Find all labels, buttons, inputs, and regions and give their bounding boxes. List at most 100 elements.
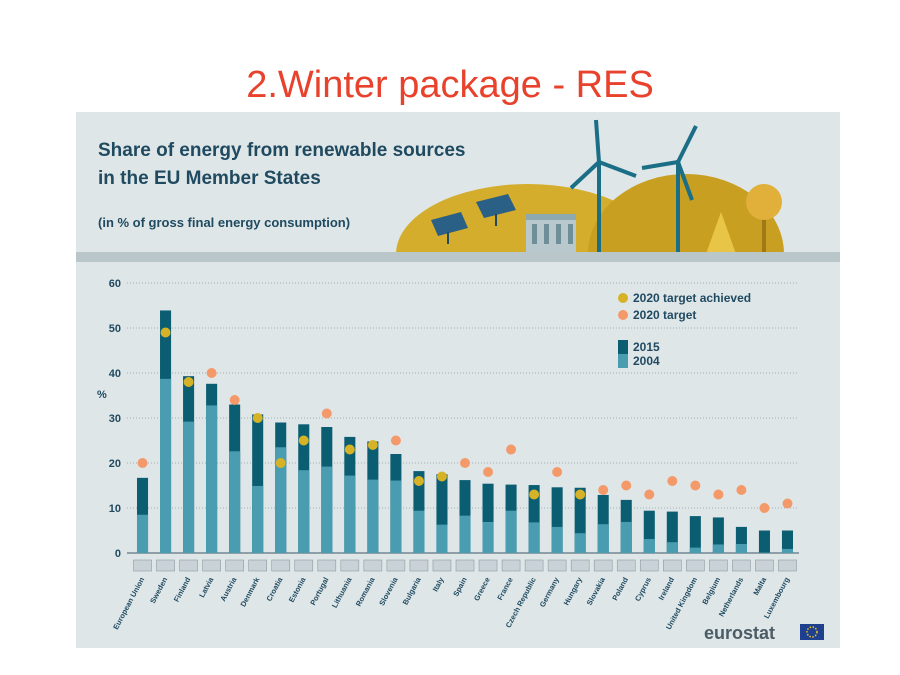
infographic-panel: Share of energy from renewable sources i… bbox=[76, 112, 840, 648]
legend-achieved-label: 2020 target achieved bbox=[633, 291, 751, 305]
bar-2015 bbox=[597, 494, 609, 553]
country-flag-icon bbox=[709, 559, 728, 572]
bar-2015 bbox=[781, 530, 794, 553]
infographic-subtitle: (in % of gross final energy consumption) bbox=[98, 215, 350, 230]
country-flag-icon bbox=[271, 559, 291, 572]
bar-2004 bbox=[643, 539, 655, 553]
bar-2004 bbox=[390, 480, 402, 553]
bar-2004 bbox=[367, 479, 379, 553]
infographic-title-line1: Share of energy from renewable sources bbox=[98, 140, 465, 161]
target-achieved-dot bbox=[367, 440, 378, 450]
ground-band bbox=[76, 252, 840, 262]
bar-2015 bbox=[735, 526, 747, 553]
solar-panel-icon bbox=[476, 194, 516, 226]
wind-turbine-icon bbox=[641, 125, 698, 254]
country-flag-icon bbox=[202, 559, 221, 572]
country-flag-icon bbox=[639, 559, 659, 572]
bar-2004 bbox=[482, 521, 494, 553]
target-dot bbox=[644, 489, 655, 500]
bar-2004 bbox=[413, 510, 425, 553]
bar-2004 bbox=[712, 544, 724, 553]
targets-layer bbox=[137, 327, 793, 513]
bar-2015 bbox=[252, 414, 264, 553]
bar-2015 bbox=[436, 474, 448, 553]
country-flag-icon bbox=[294, 559, 314, 572]
bar-2004 bbox=[574, 533, 586, 553]
legend-2004-label: 2004 bbox=[633, 354, 660, 368]
bar-2015 bbox=[689, 516, 701, 553]
chart-background bbox=[76, 262, 840, 648]
bar-2004 bbox=[551, 526, 563, 553]
target-dot bbox=[736, 485, 747, 495]
tree-icon bbox=[706, 212, 736, 254]
eurostat-logo: eurostat bbox=[704, 623, 824, 643]
target-dot bbox=[229, 395, 240, 405]
bar-2004 bbox=[459, 515, 471, 553]
y-axis-label: % bbox=[97, 389, 107, 401]
target-achieved-dot bbox=[575, 489, 586, 500]
target-dot bbox=[759, 503, 770, 513]
country-flag-icon bbox=[225, 559, 244, 572]
country-flag-icon bbox=[386, 559, 406, 572]
country-flag-icon bbox=[732, 559, 751, 572]
country-flag-icon bbox=[570, 559, 590, 572]
hydro-dam-icon bbox=[526, 214, 576, 254]
country-flag-icon bbox=[409, 559, 429, 572]
legend: 2020 target achieved 2020 target 2015 20… bbox=[618, 291, 751, 368]
bar-2004 bbox=[528, 522, 540, 553]
target-achieved-dot bbox=[183, 377, 194, 387]
target-dot bbox=[713, 489, 724, 500]
legend-target-label: 2020 target bbox=[633, 308, 696, 322]
target-achieved-dot bbox=[436, 471, 447, 482]
bars-layer bbox=[136, 310, 794, 553]
bar-2004 bbox=[229, 451, 241, 553]
legend-2004-swatch bbox=[618, 354, 628, 368]
country-flag-icon bbox=[133, 559, 152, 572]
country-flag-icon bbox=[547, 559, 567, 572]
bar-2004 bbox=[597, 524, 609, 553]
target-dot bbox=[506, 444, 517, 455]
eurostat-wordmark: eurostat bbox=[704, 623, 775, 643]
solar-panel-icon bbox=[431, 212, 468, 244]
country-flag-icon bbox=[317, 559, 337, 572]
bar-2004 bbox=[781, 548, 794, 553]
y-tick-label: 0 bbox=[115, 548, 121, 560]
bar-2004 bbox=[666, 542, 678, 553]
bar-2004 bbox=[321, 466, 333, 553]
target-achieved-dot bbox=[344, 444, 355, 455]
legend-achieved-marker bbox=[618, 293, 628, 303]
target-dot bbox=[321, 408, 332, 419]
legend-2015-swatch bbox=[618, 340, 628, 354]
bar-2015 bbox=[758, 530, 770, 553]
bar-2004 bbox=[505, 510, 517, 553]
target-dot bbox=[690, 480, 701, 491]
target-achieved-dot bbox=[529, 489, 540, 500]
bar-2004 bbox=[436, 524, 448, 553]
target-dot bbox=[667, 476, 678, 486]
bar-2004 bbox=[136, 514, 149, 553]
bar-2015 bbox=[643, 510, 655, 553]
bar-2015 bbox=[528, 485, 540, 553]
bar-2004 bbox=[183, 421, 195, 553]
country-flag-icon bbox=[663, 559, 682, 572]
bar-2015 bbox=[574, 487, 586, 553]
target-dot bbox=[390, 435, 401, 446]
country-flag-icon bbox=[363, 559, 383, 572]
infographic-title-line2: in the EU Member States bbox=[98, 168, 321, 189]
bar-2004 bbox=[344, 475, 356, 553]
bar-2015 bbox=[482, 483, 494, 553]
target-dot bbox=[460, 458, 470, 468]
bar-2004 bbox=[689, 547, 701, 553]
country-flag-icon bbox=[432, 559, 452, 572]
chart-svg: Share of energy from renewable sources i… bbox=[76, 112, 840, 648]
grid-layer: 0 10 20 30 40 50 60 bbox=[76, 262, 840, 648]
legend-2015-label: 2015 bbox=[633, 340, 660, 354]
bar-2004 bbox=[620, 521, 632, 553]
target-achieved-dot bbox=[160, 327, 171, 338]
target-achieved-dot bbox=[275, 458, 286, 468]
country-flag-icon bbox=[686, 559, 705, 572]
bar-2015 bbox=[551, 487, 563, 553]
eu-flag-icon bbox=[800, 624, 824, 640]
bar-2004 bbox=[252, 485, 264, 553]
bar-2004 bbox=[275, 447, 287, 553]
